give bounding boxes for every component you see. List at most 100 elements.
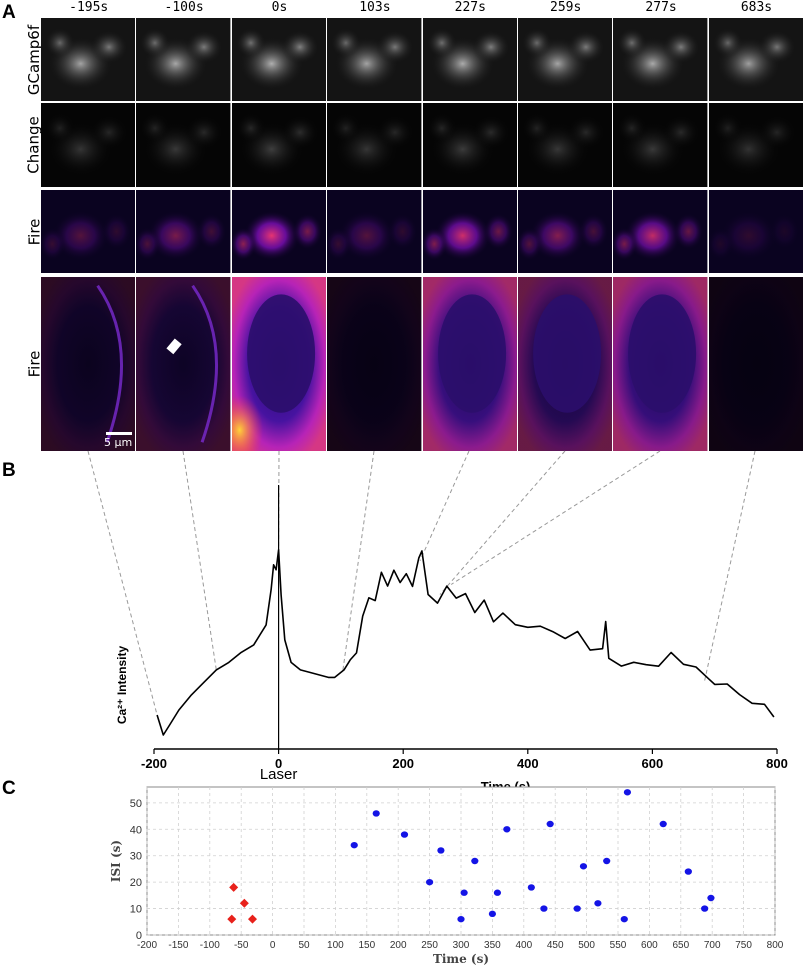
y-tick-label: 50 bbox=[130, 798, 142, 810]
x-tick-label: 300 bbox=[453, 940, 470, 951]
x-tick-label: -100 bbox=[200, 940, 220, 951]
image-tile bbox=[231, 190, 327, 273]
pre-laser-point bbox=[248, 914, 258, 924]
pre-laser-point bbox=[229, 882, 239, 892]
x-tick-label: 150 bbox=[358, 940, 375, 951]
post-laser-point bbox=[527, 884, 535, 891]
calcium-trace-chart: -2000200400600800LaserTime (s)Ca²⁺ Inten… bbox=[87, 450, 788, 794]
x-tick-label: 400 bbox=[517, 756, 539, 771]
post-laser-point bbox=[400, 831, 409, 838]
image-tile bbox=[422, 277, 517, 451]
x-tick-label: 0 bbox=[275, 756, 282, 771]
y-tick-label: 20 bbox=[130, 877, 142, 889]
post-laser-point bbox=[488, 910, 496, 918]
timepoint-label: 683s bbox=[740, 0, 773, 15]
timepoint-label: 227s bbox=[454, 0, 486, 15]
image-tile bbox=[613, 190, 708, 273]
image-tile bbox=[708, 277, 803, 451]
timepoint-label: 0s bbox=[271, 0, 288, 15]
y-tick-label: 10 bbox=[130, 904, 142, 916]
image-tile bbox=[41, 190, 136, 273]
calcium-trace-line bbox=[156, 549, 775, 736]
x-tick-label: 50 bbox=[298, 940, 310, 951]
timepoint-label: 259s bbox=[550, 0, 582, 15]
y-tick-label: 30 bbox=[130, 851, 142, 863]
connector-line bbox=[439, 450, 566, 595]
image-tile bbox=[41, 277, 136, 451]
image-tile bbox=[231, 18, 327, 101]
post-laser-point bbox=[573, 905, 581, 912]
x-tick-label: 100 bbox=[327, 940, 344, 951]
x-tick-label: 200 bbox=[392, 756, 414, 771]
post-laser-point bbox=[659, 820, 667, 828]
x-tick-label: 450 bbox=[547, 940, 564, 951]
image-tile bbox=[518, 103, 613, 187]
image-tile bbox=[708, 18, 803, 101]
x-tick-label: 0 bbox=[270, 940, 276, 951]
x-tick-label: 250 bbox=[421, 940, 438, 951]
connector-line bbox=[342, 450, 375, 671]
image-tile bbox=[518, 190, 613, 273]
image-tile bbox=[708, 103, 803, 187]
x-tick-label: -200 bbox=[141, 756, 167, 771]
image-tile bbox=[136, 277, 231, 451]
image-tile bbox=[518, 18, 613, 101]
x-tick-label: 500 bbox=[578, 940, 595, 951]
post-laser-point bbox=[701, 905, 709, 912]
isi-scatter-chart: -200 -150 -100 -50 0 50 100 150 200 250 300 350 400 4… bbox=[109, 786, 784, 966]
connector-line bbox=[450, 450, 661, 585]
image-tile bbox=[422, 18, 517, 101]
post-laser-point bbox=[620, 915, 628, 923]
x-tick-label: -150 bbox=[168, 940, 188, 951]
post-laser-point bbox=[437, 847, 445, 854]
scale-bar bbox=[106, 432, 132, 435]
post-laser-point bbox=[540, 905, 548, 912]
x-tick-label: 200 bbox=[390, 940, 407, 951]
pre-laser-point bbox=[239, 898, 249, 908]
image-tile bbox=[231, 277, 327, 451]
timepoint-label: 103s bbox=[359, 0, 391, 15]
post-laser-point bbox=[372, 810, 380, 817]
connector-line bbox=[182, 450, 217, 670]
post-laser-point bbox=[457, 915, 465, 923]
image-tile bbox=[231, 103, 327, 187]
image-tile bbox=[613, 103, 708, 187]
x-tick-label: 800 bbox=[766, 756, 788, 771]
timepoint-label: 277s bbox=[645, 0, 677, 15]
x-tick-label: 750 bbox=[735, 940, 752, 951]
x-tick-label: 350 bbox=[484, 940, 501, 951]
row-label: Change bbox=[25, 103, 43, 187]
image-tile bbox=[422, 103, 517, 187]
image-tile bbox=[708, 190, 803, 273]
panel-label-c: C bbox=[2, 778, 16, 799]
x-tick-label: 650 bbox=[672, 940, 689, 951]
post-laser-point bbox=[684, 868, 692, 875]
image-tile bbox=[136, 103, 231, 187]
row-label: Fire bbox=[25, 277, 43, 451]
pre-laser-point bbox=[227, 914, 237, 924]
scale-bar-label: 5 µm bbox=[104, 436, 133, 449]
image-tile bbox=[422, 190, 517, 273]
y-tick-label: 40 bbox=[130, 824, 142, 836]
image-tile bbox=[136, 18, 231, 101]
x-tick-label: 700 bbox=[704, 940, 721, 951]
post-laser-point bbox=[603, 857, 611, 865]
image-tile bbox=[327, 277, 422, 451]
post-laser-point bbox=[493, 889, 502, 896]
post-laser-point bbox=[426, 878, 434, 886]
image-tile bbox=[327, 18, 422, 101]
connector-line bbox=[87, 450, 158, 716]
post-laser-point bbox=[707, 894, 715, 902]
image-tile bbox=[136, 190, 231, 273]
post-laser-point bbox=[471, 857, 479, 865]
row-label: GCamp6f bbox=[25, 18, 43, 101]
x-tick-label: 400 bbox=[515, 940, 532, 951]
timepoint-label: -100s bbox=[164, 0, 204, 15]
row-label: Fire bbox=[25, 190, 43, 273]
x-tick-label: -200 bbox=[137, 940, 157, 951]
x-tick-label: -50 bbox=[234, 940, 249, 951]
image-tile bbox=[613, 18, 708, 101]
post-laser-point bbox=[623, 789, 632, 796]
x-axis-label: Time (s) bbox=[433, 952, 489, 966]
panel-label-b: B bbox=[2, 460, 16, 481]
